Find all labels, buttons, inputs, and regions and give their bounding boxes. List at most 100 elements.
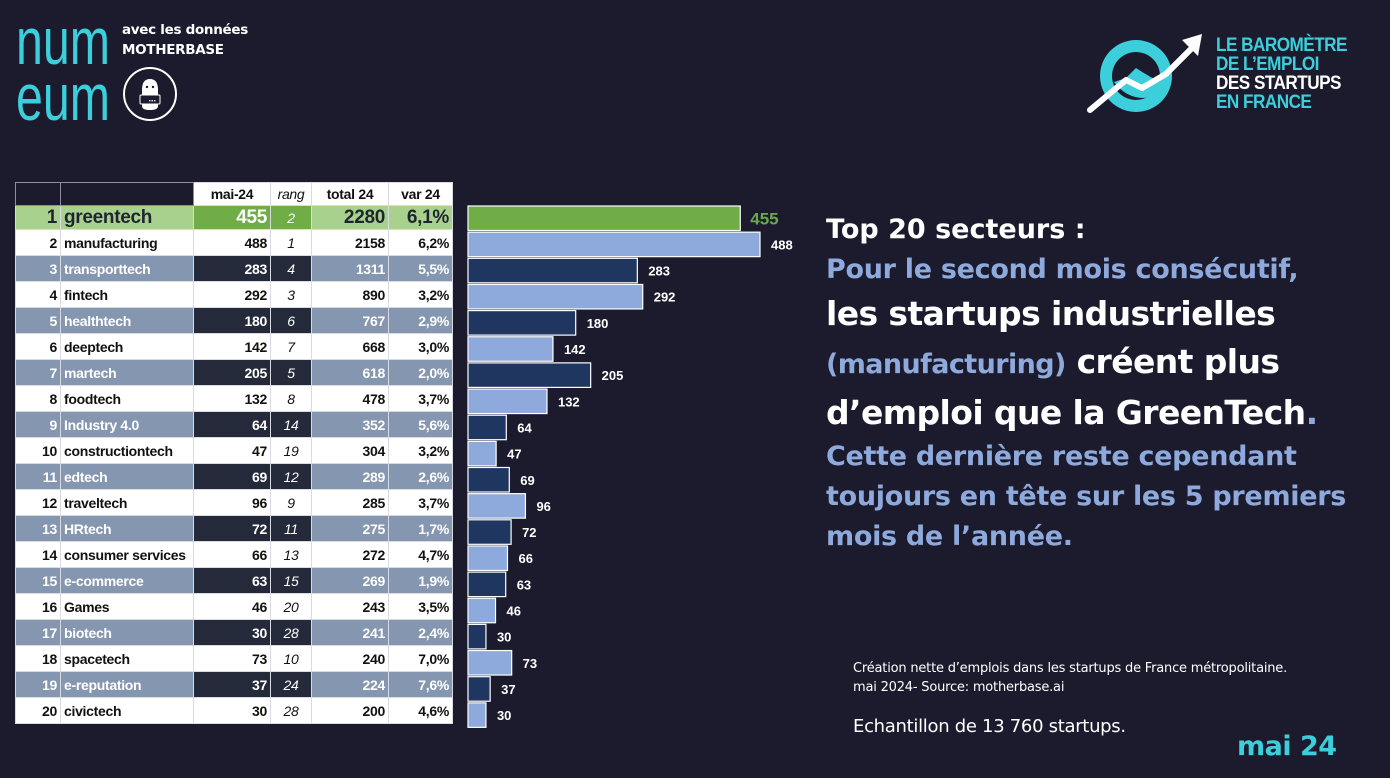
rank-cell: 15 xyxy=(15,567,61,594)
mai-24-cell: 64 xyxy=(193,411,271,438)
rang-cell: 14 xyxy=(270,411,312,438)
table-row: 9 Industry 4.0 64 14 352 5,6% xyxy=(15,411,453,438)
bar-industry-4-0 xyxy=(467,414,507,441)
sector-cell: fintech xyxy=(60,281,194,308)
rank-cell: 16 xyxy=(15,593,61,620)
motherbase-mascot-icon xyxy=(123,67,177,121)
sector-cell: traveltech xyxy=(60,489,194,516)
rank-cell: 9 xyxy=(15,411,61,438)
table-row: 16 Games 46 20 243 3,5% xyxy=(15,593,453,620)
var-24-cell: 2,0% xyxy=(388,359,453,386)
table-row: 14 consumer services 66 13 272 4,7% xyxy=(15,541,453,568)
bar-deeptech xyxy=(467,336,554,362)
var-24-cell: 3,2% xyxy=(388,437,453,464)
bar-consumer-services xyxy=(467,545,509,572)
bar-spacetech xyxy=(467,649,513,676)
bar-data-label: 72 xyxy=(522,525,536,540)
total-24-cell: 2280 xyxy=(311,205,389,230)
bar-data-label: 46 xyxy=(507,604,521,619)
rank-cell: 6 xyxy=(15,333,61,360)
sector-cell: civictech xyxy=(60,697,194,724)
rang-cell: 3 xyxy=(270,281,312,308)
rang-cell: 11 xyxy=(270,515,312,542)
bar-data-label: 47 xyxy=(507,447,521,462)
total-24-cell: 478 xyxy=(311,385,389,412)
rang-cell: 28 xyxy=(270,697,312,724)
bar-data-label: 205 xyxy=(602,368,624,383)
var-24-cell: 2,4% xyxy=(388,619,453,646)
headline-line4: (manufacturing) créent plus xyxy=(826,338,1366,389)
header-rank xyxy=(15,182,61,206)
sector-cell: HRtech xyxy=(60,515,194,542)
bar-data-label: 283 xyxy=(648,264,670,279)
rang-cell: 12 xyxy=(270,463,312,490)
rank-cell: 3 xyxy=(15,255,61,282)
numeum-logo-line1: num xyxy=(16,14,110,78)
total-24-cell: 224 xyxy=(311,671,389,698)
bar-biotech xyxy=(467,623,487,650)
rang-cell: 2 xyxy=(270,205,312,230)
source-note: Création nette d’emplois dans les startu… xyxy=(853,659,1287,697)
partner-line2: MOTHERBASE xyxy=(122,42,224,58)
var-24-cell: 3,0% xyxy=(388,333,453,360)
total-24-cell: 241 xyxy=(311,619,389,646)
rank-cell: 14 xyxy=(15,541,61,568)
headline-line7: toujours en tête sur les 5 premiers xyxy=(826,481,1347,512)
table-row: 6 deeptech 142 7 668 3,0% xyxy=(15,333,453,360)
rank-cell: 20 xyxy=(15,697,61,724)
total-24-cell: 304 xyxy=(311,437,389,464)
mai-24-cell: 30 xyxy=(193,697,271,724)
var-24-cell: 3,5% xyxy=(388,593,453,620)
bar-e-reputation xyxy=(467,676,491,702)
bar-data-label: 180 xyxy=(587,316,609,331)
table-row: 2 manufacturing 488 1 2158 6,2% xyxy=(15,229,453,256)
headline-line5-main: d’emploi que la GreenTech xyxy=(826,393,1306,432)
table-row: 7 martech 205 5 618 2,0% xyxy=(15,359,453,386)
rank-cell: 7 xyxy=(15,359,61,386)
table-row: 3 transporttech 283 4 1311 5,5% xyxy=(15,255,453,282)
bar-data-label: 66 xyxy=(518,551,532,566)
bar-data-label: 63 xyxy=(517,577,531,592)
bar-data-label: 30 xyxy=(497,708,511,723)
bar-games xyxy=(467,597,497,624)
var-24-cell: 5,6% xyxy=(388,411,453,438)
rang-cell: 24 xyxy=(270,671,312,698)
mai-24-cell: 46 xyxy=(193,593,271,620)
var-24-cell: 2,6% xyxy=(388,463,453,490)
total-24-cell: 618 xyxy=(311,359,389,386)
rank-cell: 10 xyxy=(15,437,61,464)
sector-cell: foodtech xyxy=(60,385,194,412)
bar-data-label: 96 xyxy=(536,499,550,514)
bar-data-label: 488 xyxy=(771,237,793,252)
total-24-cell: 269 xyxy=(311,567,389,594)
sector-cell: e-commerce xyxy=(60,567,194,594)
var-24-cell: 1,9% xyxy=(388,567,453,594)
sector-cell: transporttech xyxy=(60,255,194,282)
sector-cell: e-reputation xyxy=(60,671,194,698)
rank-cell: 17 xyxy=(15,619,61,646)
table-row: 10 constructiontech 47 19 304 3,2% xyxy=(15,437,453,464)
headline-line2: Pour le second mois consécutif, xyxy=(826,254,1299,285)
mai-24-cell: 180 xyxy=(193,307,271,334)
headline-title: Top 20 secteurs : xyxy=(826,214,1086,245)
bar-data-label: 455 xyxy=(750,209,778,228)
table-row: 8 foodtech 132 8 478 3,7% xyxy=(15,385,453,412)
rank-cell: 19 xyxy=(15,671,61,698)
table-row: 17 biotech 30 28 241 2,4% xyxy=(15,619,453,646)
rang-cell: 20 xyxy=(270,593,312,620)
total-24-cell: 1311 xyxy=(311,255,389,282)
rang-cell: 13 xyxy=(270,541,312,568)
table-row: 1 greentech 455 2 2280 6,1% xyxy=(15,205,453,230)
trend-arrow-circle-icon xyxy=(1087,34,1202,113)
rank-cell: 5 xyxy=(15,307,61,334)
sector-cell: manufacturing xyxy=(60,229,194,256)
total-24-cell: 668 xyxy=(311,333,389,360)
barometre-title: LE BAROMÈTRE DE L’EMPLOI DES STARTUPS EN… xyxy=(1216,35,1347,112)
rank-cell: 12 xyxy=(15,489,61,516)
headline-line5: d’emploi que la GreenTech. xyxy=(826,389,1366,437)
mai-24-cell: 37 xyxy=(193,671,271,698)
rank-cell: 13 xyxy=(15,515,61,542)
total-24-cell: 289 xyxy=(311,463,389,490)
bar-fintech xyxy=(467,283,644,310)
